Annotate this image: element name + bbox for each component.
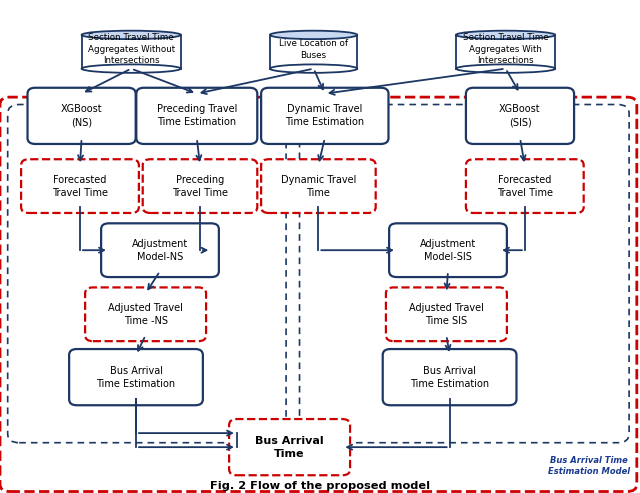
- Text: Bus Arrival
Time Estimation: Bus Arrival Time Estimation: [97, 366, 175, 388]
- FancyBboxPatch shape: [0, 97, 637, 492]
- Bar: [270, 35, 357, 69]
- Text: Live Location of
Buses: Live Location of Buses: [279, 39, 348, 60]
- FancyBboxPatch shape: [28, 88, 136, 144]
- Ellipse shape: [456, 65, 556, 73]
- Text: Fig. 2 Flow of the proposed model: Fig. 2 Flow of the proposed model: [210, 481, 430, 491]
- Text: Forecasted
Travel Time: Forecasted Travel Time: [497, 175, 553, 198]
- Bar: [82, 35, 180, 69]
- Text: Bus Arrival
Time Estimation: Bus Arrival Time Estimation: [410, 366, 489, 388]
- Bar: [456, 35, 556, 69]
- Text: Dynamic Travel
Time Estimation: Dynamic Travel Time Estimation: [285, 105, 364, 127]
- FancyBboxPatch shape: [466, 159, 584, 213]
- Text: Adjustment
Model-NS: Adjustment Model-NS: [132, 239, 188, 262]
- FancyBboxPatch shape: [69, 349, 203, 405]
- Text: Adjustment
Model-SIS: Adjustment Model-SIS: [420, 239, 476, 262]
- FancyBboxPatch shape: [386, 287, 507, 341]
- FancyBboxPatch shape: [261, 159, 376, 213]
- Ellipse shape: [82, 65, 180, 73]
- Text: Bus Arrival
Time: Bus Arrival Time: [255, 436, 324, 458]
- Text: Section Travel Time
Aggregates With
Intersections: Section Travel Time Aggregates With Inte…: [463, 34, 548, 65]
- FancyBboxPatch shape: [136, 88, 257, 144]
- Text: Preceding Travel
Time Estimation: Preceding Travel Time Estimation: [157, 105, 237, 127]
- Ellipse shape: [82, 31, 180, 39]
- Ellipse shape: [270, 31, 357, 39]
- FancyBboxPatch shape: [85, 287, 206, 341]
- Text: Forecasted
Travel Time: Forecasted Travel Time: [52, 175, 108, 198]
- FancyBboxPatch shape: [143, 159, 257, 213]
- FancyBboxPatch shape: [229, 419, 350, 475]
- Text: Section Travel Time
Aggregates Without
Intersections: Section Travel Time Aggregates Without I…: [88, 34, 175, 65]
- Text: Bus Arrival Time
Estimation Model: Bus Arrival Time Estimation Model: [548, 456, 630, 476]
- Text: Dynamic Travel
Time: Dynamic Travel Time: [281, 175, 356, 198]
- FancyBboxPatch shape: [261, 88, 388, 144]
- FancyBboxPatch shape: [383, 349, 516, 405]
- FancyBboxPatch shape: [466, 88, 574, 144]
- Text: Adjusted Travel
Time SIS: Adjusted Travel Time SIS: [409, 303, 484, 326]
- Ellipse shape: [270, 65, 357, 73]
- FancyBboxPatch shape: [389, 223, 507, 277]
- FancyBboxPatch shape: [21, 159, 139, 213]
- Text: Preceding
Travel Time: Preceding Travel Time: [172, 175, 228, 198]
- Text: XGBoost
(NS): XGBoost (NS): [61, 105, 102, 127]
- FancyBboxPatch shape: [101, 223, 219, 277]
- Text: XGBoost
(SIS): XGBoost (SIS): [499, 105, 541, 127]
- Text: Adjusted Travel
Time -NS: Adjusted Travel Time -NS: [108, 303, 183, 326]
- Ellipse shape: [456, 31, 556, 39]
